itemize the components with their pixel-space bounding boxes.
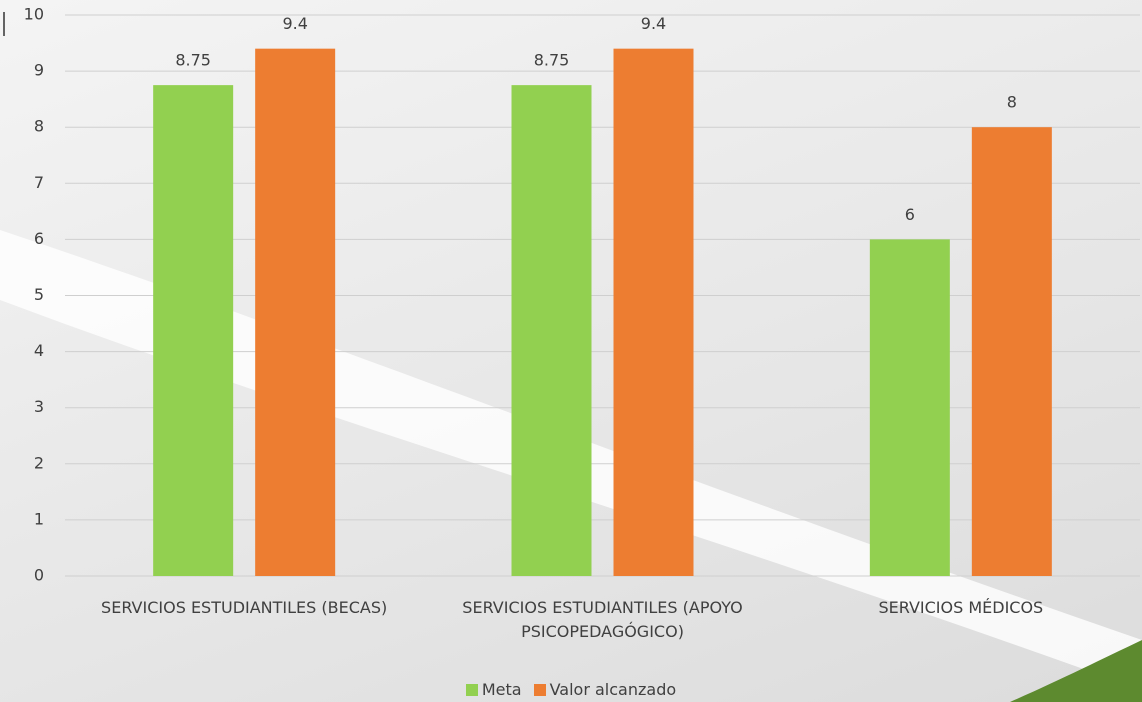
bar	[613, 48, 694, 577]
bars: 8.75 9.4 8.75 9.4 6 8	[153, 14, 1052, 577]
data-label: 6	[905, 205, 915, 224]
y-tick-label: 3	[34, 397, 44, 416]
legend-label: Meta	[481, 680, 522, 699]
y-tick-label: 6	[34, 229, 44, 248]
y-tick-label: 7	[34, 173, 44, 192]
legend-swatch	[465, 684, 478, 696]
background-corner	[1010, 640, 1142, 702]
legend-item: Meta	[465, 680, 522, 699]
data-label: 9.4	[282, 14, 307, 33]
legend-label: Valor alcanzado	[549, 680, 677, 699]
y-tick-label: 9	[34, 61, 44, 80]
y-tick-label: 8	[34, 117, 44, 136]
y-tick-label: 0	[34, 566, 44, 585]
y-tick-label: 5	[34, 285, 44, 304]
y-tick-label: 1	[34, 509, 44, 528]
y-tick-label: 10	[24, 5, 44, 24]
y-tick-label: 2	[34, 453, 44, 472]
x-tick-label: SERVICIOS MÉDICOS	[878, 598, 1044, 617]
legend-item: Valor alcanzado	[533, 680, 677, 699]
bar	[511, 85, 592, 576]
data-label: 9.4	[641, 14, 666, 33]
bar	[255, 48, 336, 577]
bar	[869, 239, 950, 576]
legend-swatch	[533, 684, 546, 696]
grid: 0 1 2 3 4 5 6 7 8 9 10	[24, 5, 1140, 585]
data-label: 8	[1007, 93, 1017, 112]
y-tick-label: 4	[34, 341, 44, 360]
x-tick-label: SERVICIOS ESTUDIANTILES (APOYO PSICOPEDA…	[462, 598, 743, 641]
data-label: 8.75	[534, 51, 570, 70]
data-label: 8.75	[175, 51, 211, 70]
legend: Meta Valor alcanzado	[0, 680, 1142, 699]
bar	[153, 85, 234, 576]
x-tick-label: SERVICIOS ESTUDIANTILES (BECAS)	[101, 598, 388, 617]
bar	[971, 127, 1052, 576]
